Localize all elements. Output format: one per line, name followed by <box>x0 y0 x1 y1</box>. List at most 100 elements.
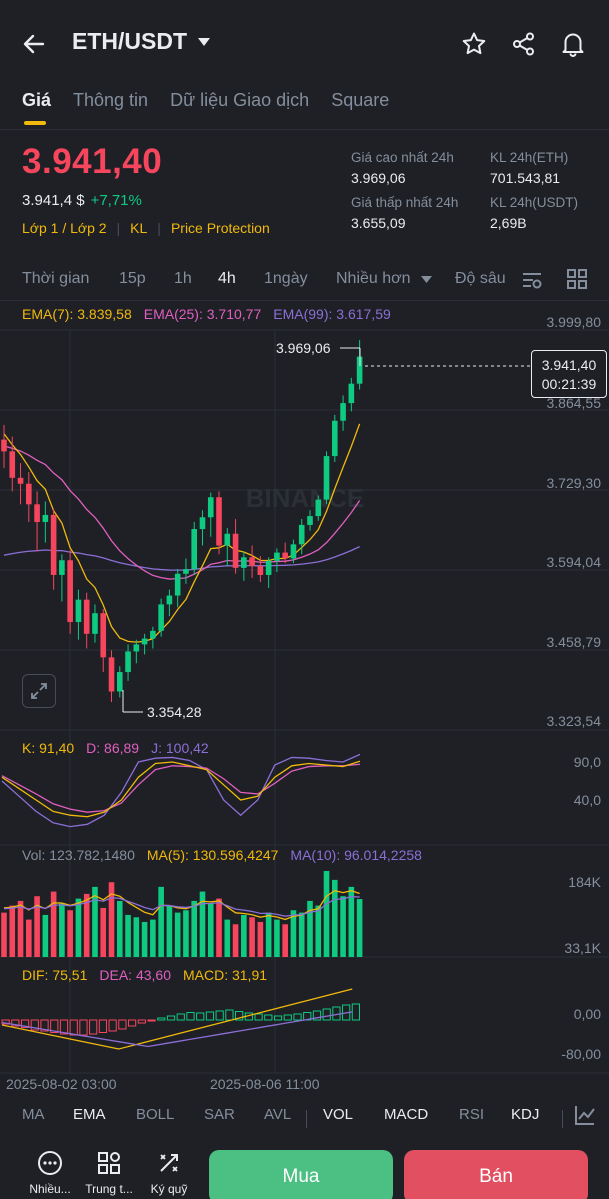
stat-high-label: Giá cao nhất 24h <box>351 150 454 165</box>
interval-4h[interactable]: 4h <box>218 270 236 287</box>
macd-bar <box>273 1015 283 1021</box>
volume-bar <box>83 893 90 957</box>
candle <box>59 560 65 575</box>
macd-value: MACD: 31,91 <box>182 967 268 983</box>
macd-bar <box>157 1017 166 1021</box>
price-axis-label: 3.864,55 <box>546 395 602 411</box>
indicator-chart-icon[interactable] <box>574 1104 596 1131</box>
kdj-legend: K: 91,40 D: 86,89 J: 100,42 <box>22 740 209 756</box>
margin-menu[interactable]: Ký quỹ <box>141 1150 197 1196</box>
sell-button[interactable]: Bán <box>404 1150 588 1199</box>
macd-dea-line <box>1 1011 353 1048</box>
price-change: +7,71% <box>90 192 142 209</box>
macd-bar <box>351 1003 360 1021</box>
interval-1d[interactable]: 1ngày <box>264 270 308 287</box>
volume-bar <box>290 910 297 957</box>
margin-icon <box>141 1150 197 1176</box>
interval-time[interactable]: Thời gian <box>22 270 90 287</box>
kl-link[interactable]: KL <box>130 220 148 236</box>
price-chart[interactable]: BINANCE 3.969,06 3.354,28 <box>0 0 609 1099</box>
share-icon[interactable] <box>508 28 540 60</box>
indicator-ma[interactable]: MA <box>22 1106 45 1123</box>
indicator-kdj[interactable]: KDJ <box>511 1106 540 1123</box>
candle <box>67 560 73 623</box>
interval-1h[interactable]: 1h <box>174 270 192 287</box>
price-axis-label: 3.729,30 <box>546 475 602 491</box>
divider: | <box>157 220 161 236</box>
pair-selector[interactable]: ETH/USDT <box>72 28 211 55</box>
interval-more[interactable]: Nhiều hơn <box>336 270 432 288</box>
volume-bar <box>332 879 338 957</box>
ema99-line <box>3 546 360 571</box>
indicator-rsi[interactable]: RSI <box>459 1106 485 1123</box>
expand-chart-button[interactable] <box>22 674 56 708</box>
volume-bar <box>67 910 73 957</box>
ema99-value: EMA(99): 3.617,59 <box>273 306 391 322</box>
ema7-line <box>3 423 361 643</box>
indicator-avl[interactable]: AVL <box>264 1106 292 1123</box>
volume-bar <box>282 924 288 957</box>
price-protection-link[interactable]: Price Protection <box>170 220 270 236</box>
candle <box>141 638 148 645</box>
candle <box>340 403 346 421</box>
macd-dif-value: DIF: 75,51 <box>22 967 88 983</box>
volume-bar <box>232 924 239 957</box>
bell-icon[interactable] <box>557 28 589 60</box>
header: ETH/USDT <box>0 0 609 88</box>
candle <box>133 644 140 652</box>
candle <box>332 420 338 457</box>
tab-info[interactable]: Thông tin <box>73 90 149 110</box>
more-menu[interactable]: Nhiều... <box>22 1150 78 1196</box>
candle <box>265 560 272 575</box>
macd-bar <box>322 1008 331 1021</box>
chart-grid <box>0 329 609 1074</box>
macd-bar <box>108 1019 117 1032</box>
stat-low: Giá thấp nhất 24h 3.655,09 <box>351 195 458 231</box>
indicator-vol[interactable]: VOL <box>323 1106 354 1123</box>
strategy-menu[interactable]: Trung t... <box>81 1150 137 1196</box>
low-marker-label: 3.354,28 <box>147 704 202 720</box>
volume-bar <box>42 914 49 957</box>
stat-high: Giá cao nhất 24h 3.969,06 <box>351 150 454 186</box>
macd-bar <box>176 1013 185 1021</box>
candle <box>241 557 247 568</box>
tab-price[interactable]: Giá <box>22 90 51 125</box>
interval-15m[interactable]: 15p <box>119 270 146 287</box>
depth-tab[interactable]: Độ sâu <box>455 270 506 287</box>
kdj-d-value: D: 86,89 <box>86 740 140 756</box>
vol-axis-label: 33,1K <box>564 940 601 956</box>
indicator-sar[interactable]: SAR <box>204 1106 235 1123</box>
indicator-ema[interactable]: EMA <box>73 1106 106 1123</box>
ema25-line <box>3 445 361 580</box>
tab-square[interactable]: Square <box>331 90 390 110</box>
tab-trading-data[interactable]: Dữ liệu Giao dịch <box>170 90 310 110</box>
indicator-settings-icon[interactable] <box>520 268 544 297</box>
macd-bar <box>59 1019 69 1035</box>
volume-bar <box>59 903 65 957</box>
binance-watermark: BINANCE <box>246 483 364 513</box>
interval-bar: Thời gian 15p 1h 4h 1ngày Nhiều hơn Độ s… <box>0 262 609 298</box>
volume-bar <box>265 912 272 957</box>
last-price: 3.941,40 <box>22 142 163 181</box>
pair-title: ETH/USDT <box>72 28 187 54</box>
back-arrow-icon[interactable] <box>18 28 50 60</box>
price-axis-label: 3.323,54 <box>546 713 602 729</box>
candle <box>348 383 355 404</box>
indicator-macd[interactable]: MACD <box>384 1106 429 1123</box>
kdj-axis-label: 40,0 <box>573 792 601 808</box>
footer: Nhiều... Trung t... Ký quỹ Mua Bán <box>0 1140 609 1199</box>
macd-axis-label: -80,00 <box>561 1046 601 1062</box>
ema25-value: EMA(25): 3.710,77 <box>143 306 262 322</box>
layout-grid-icon[interactable] <box>566 268 588 295</box>
star-icon[interactable] <box>458 28 490 60</box>
stat-low-label: Giá thấp nhất 24h <box>351 195 459 210</box>
usd-price: 3.941,4 $ <box>22 192 85 209</box>
macd-bar <box>20 1019 30 1028</box>
macd-bar <box>205 1011 215 1021</box>
volume-bar <box>34 896 40 957</box>
candle <box>42 514 49 522</box>
stat-vol-usdt-label: KL 24h(USDT) <box>490 195 579 210</box>
indicator-boll[interactable]: BOLL <box>136 1106 175 1123</box>
buy-button[interactable]: Mua <box>209 1150 393 1199</box>
order-book-link[interactable]: Lớp 1 / Lớp 2 <box>22 220 107 236</box>
